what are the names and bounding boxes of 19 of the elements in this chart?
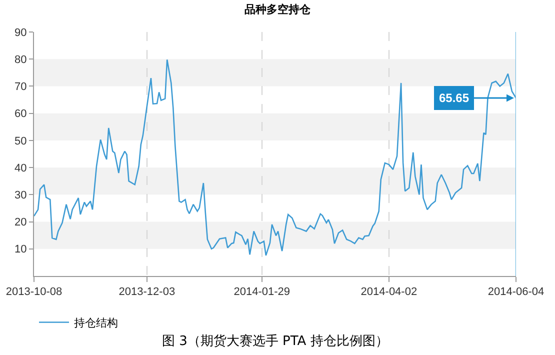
y-tick-label: 10 bbox=[14, 244, 27, 256]
x-tick-label: 2014-01-29 bbox=[234, 286, 290, 298]
annotation: 65.65 bbox=[439, 91, 470, 105]
x-tick-label: 2013-10-08 bbox=[6, 286, 62, 298]
y-tick-label: 90 bbox=[14, 26, 27, 39]
y-tick-label: 70 bbox=[14, 81, 27, 94]
y-tick-label: 60 bbox=[14, 108, 27, 120]
caption: 图 3（期货大赛选手 PTA 持仓比例图） bbox=[162, 333, 388, 349]
chart-title: 品种多空持仓 bbox=[244, 3, 312, 16]
x-tick-label: 2014-06-04 bbox=[488, 286, 544, 298]
x-tick-label: 2013-12-03 bbox=[118, 286, 176, 298]
y-tick-label: 40 bbox=[14, 162, 27, 174]
y-tick-label: 20 bbox=[14, 216, 27, 229]
x-tick-label: 2014-04-02 bbox=[360, 286, 418, 298]
y-tick-label: 50 bbox=[14, 135, 27, 148]
y-tick-label: 80 bbox=[14, 54, 27, 66]
legend-label: 持仓结构 bbox=[74, 316, 118, 330]
line-series bbox=[34, 59, 516, 256]
y-tick-label: 30 bbox=[14, 190, 27, 202]
